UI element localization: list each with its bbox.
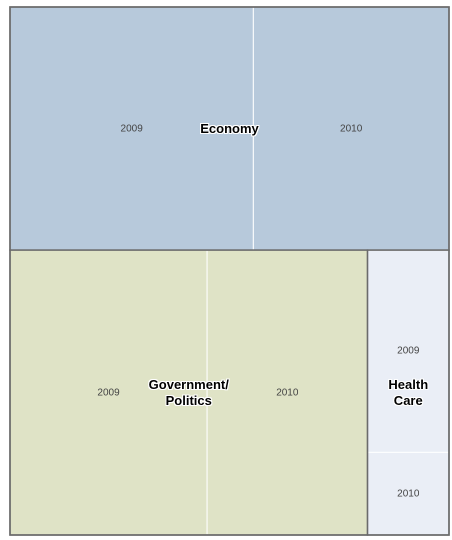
treemap-cell — [367, 451, 450, 536]
group-label: Health Care — [388, 376, 429, 408]
cell-label: 2010 — [276, 387, 299, 399]
cell-label: 2010 — [340, 123, 363, 135]
frame — [9, 6, 450, 536]
treemap-cell — [252, 6, 450, 251]
group-label: Economy — [200, 120, 259, 136]
cell-label: 2010 — [397, 488, 420, 500]
cell-label: 2009 — [120, 123, 143, 135]
cell-label: 2009 — [397, 345, 420, 357]
group-label: Government/ Politics — [148, 376, 229, 408]
cell-label: 2009 — [97, 387, 120, 399]
treemap-cell — [206, 249, 369, 536]
treemap-cell — [367, 249, 450, 453]
treemap-cell — [9, 6, 254, 251]
